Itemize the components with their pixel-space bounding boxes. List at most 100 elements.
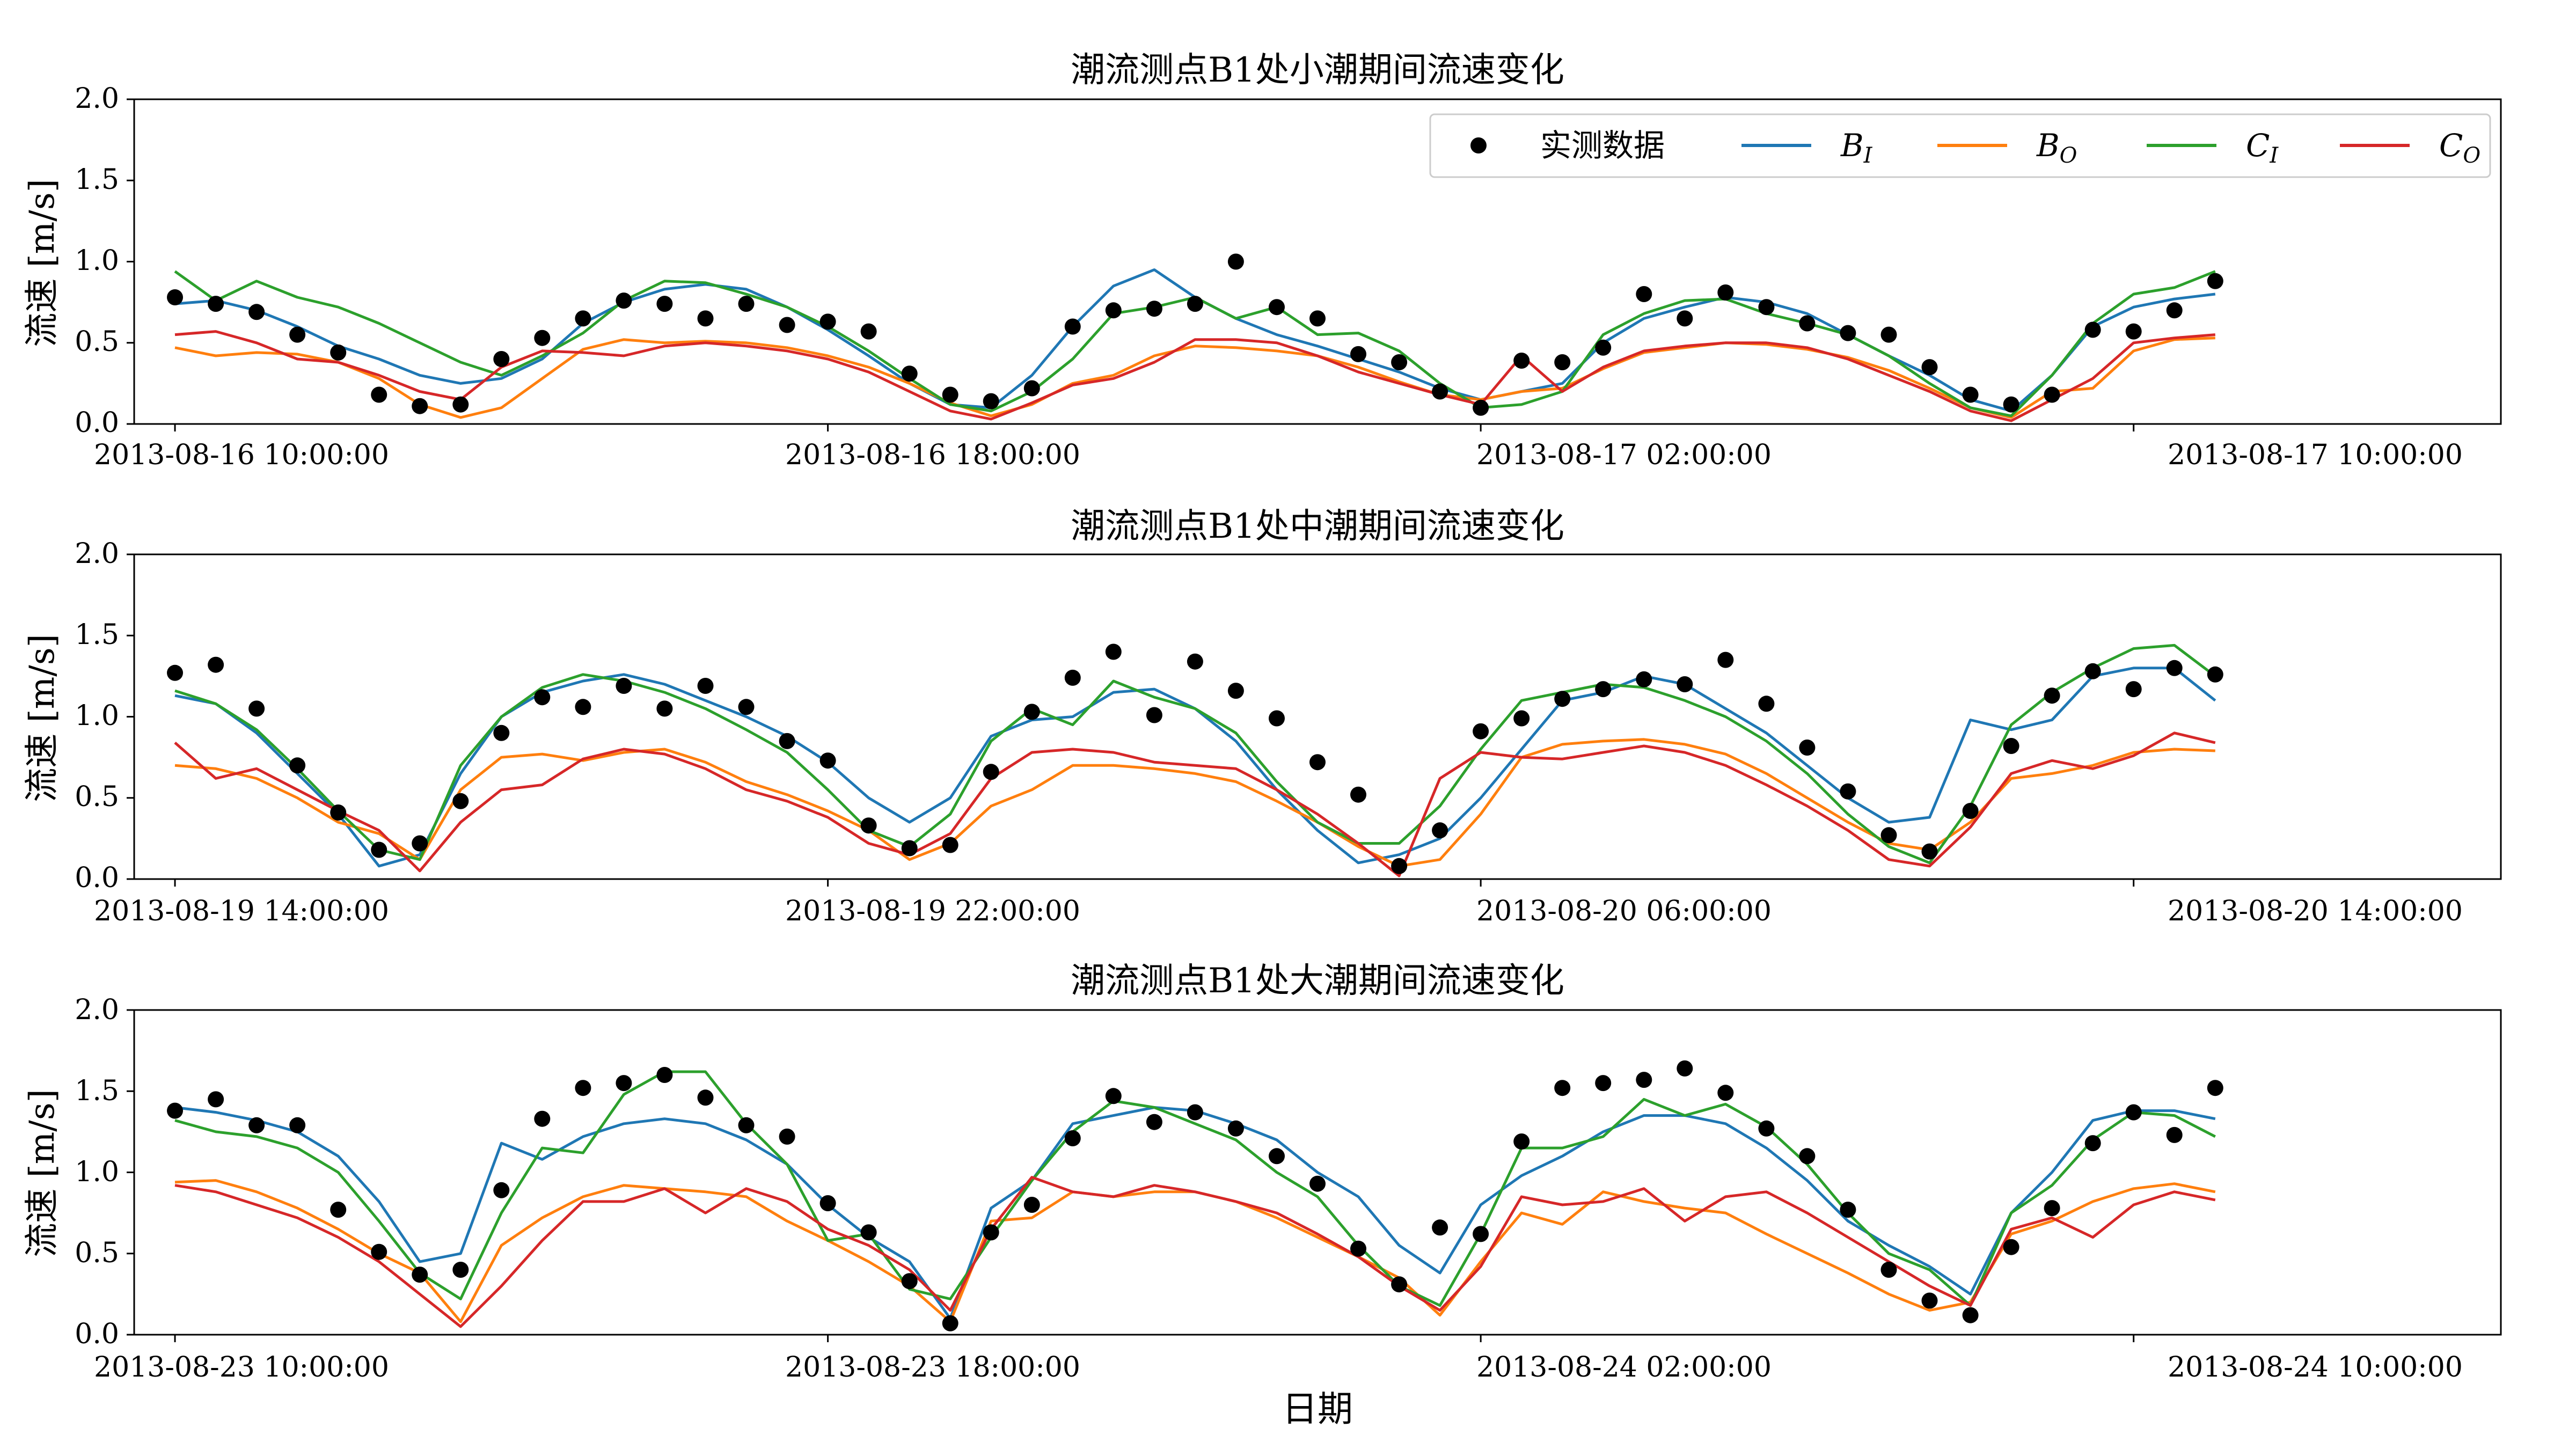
measured-point	[1064, 669, 1081, 686]
legend-measured-label: 实测数据	[1540, 127, 1665, 164]
panel-title: 潮流测点B1处中潮期间流速变化	[1071, 507, 1564, 546]
legend-co-label: CO	[2439, 127, 2480, 168]
measured-point	[1758, 1120, 1775, 1137]
series-line-ci	[174, 1070, 2216, 1307]
panel-title: 潮流测点B1处大潮期间流速变化	[1071, 961, 1564, 1001]
axes-frame	[133, 1009, 2502, 1336]
series-line-co	[174, 1176, 2216, 1328]
y-ticks: 0.0 0.5 1.0 1.5 2.0	[75, 83, 119, 439]
measured-point	[1350, 786, 1366, 803]
measured-point	[1717, 652, 1734, 668]
measured-point	[2125, 323, 2142, 340]
measured-point	[1677, 676, 1693, 692]
y-tick-label: 0.5	[75, 781, 119, 813]
measured-point	[1595, 339, 1612, 356]
measured-point	[1187, 653, 1203, 670]
legend-measured-marker	[1470, 137, 1487, 153]
y-ticks: 0.0 0.5 1.0 1.5 2.0	[75, 994, 119, 1350]
x-tick-label: 2013-08-24 10:00:00	[2168, 1351, 2463, 1384]
measured-point	[289, 326, 306, 343]
measured-point	[534, 330, 551, 346]
measured-point	[738, 699, 755, 715]
measured-point	[1677, 1060, 1693, 1077]
y-tick-label: 1.5	[75, 1075, 119, 1107]
tick-marks	[127, 98, 2135, 431]
plot-area	[127, 1009, 2223, 1342]
measured-point	[1350, 346, 1366, 362]
measured-point	[2044, 386, 2060, 403]
measured-point	[1921, 843, 1938, 860]
measured-point	[738, 296, 755, 312]
x-tick-label: 2013-08-17 02:00:00	[1476, 439, 1772, 471]
measured-point	[1146, 301, 1162, 317]
measured-point	[1554, 354, 1571, 370]
x-tick-label: 2013-08-23 18:00:00	[785, 1351, 1080, 1384]
measured-point	[2166, 660, 2183, 676]
measured-point	[1146, 707, 1162, 723]
y-axis-label: 流速 [m/s]	[23, 634, 62, 802]
measured-point	[779, 733, 795, 749]
x-ticks: 2013-08-16 10:00:00 2013-08-16 18:00:00 …	[94, 439, 2463, 471]
measured-point	[1921, 359, 1938, 376]
x-tick-label: 2013-08-16 18:00:00	[785, 439, 1080, 471]
measured-point	[942, 386, 958, 403]
measured-point	[1840, 325, 1856, 341]
measured-point	[901, 365, 918, 382]
measured-point	[2084, 663, 2101, 679]
measured-point	[1840, 783, 1856, 800]
measured-point	[1677, 310, 1693, 327]
y-ticks: 0.0 0.5 1.0 1.5 2.0	[75, 538, 119, 894]
axes-frame	[133, 98, 2502, 425]
y-tick-label: 1.5	[75, 164, 119, 196]
measured-point	[2044, 687, 2060, 704]
measured-point	[1309, 754, 1326, 771]
panel-title: 潮流测点B1处小潮期间流速变化	[1071, 50, 1564, 90]
y-tick-label: 1.0	[75, 700, 119, 732]
measured-point	[1187, 296, 1203, 312]
x-tick-label: 2013-08-20 14:00:00	[2168, 895, 2463, 927]
measured-point	[1473, 399, 1489, 416]
measured-point	[1146, 1114, 1162, 1130]
measured-point	[942, 837, 958, 853]
measured-point	[2003, 396, 2019, 413]
x-tick-label: 2013-08-19 22:00:00	[785, 895, 1080, 927]
measured-point	[819, 313, 836, 330]
measured-point	[1269, 710, 1285, 727]
x-tick-label: 2013-08-16 10:00:00	[94, 439, 389, 471]
measured-point	[1636, 286, 1652, 302]
legend-bi-label: BI	[1840, 127, 1873, 168]
y-tick-label: 2.0	[75, 538, 119, 570]
measured-point	[167, 289, 183, 305]
measured-point	[2003, 738, 2019, 754]
measured-point	[2166, 302, 2183, 319]
series-line-ci	[174, 270, 2216, 418]
measured-point	[289, 1117, 306, 1133]
measured-point	[1350, 1240, 1366, 1257]
tick-marks	[127, 1009, 2135, 1342]
measured-point	[371, 386, 387, 403]
measured-point	[697, 678, 714, 694]
measured-point	[1391, 858, 1408, 874]
measured-point	[371, 841, 387, 858]
measured-point	[452, 793, 469, 809]
y-tick-label: 2.0	[75, 83, 119, 115]
measured-point	[656, 1067, 673, 1083]
panel-spring-tide: 潮流测点B1处大潮期间流速变化 流速 [m/s] 0.0 0.5 1.0 1.5…	[23, 961, 2502, 1384]
measured-point	[371, 1243, 387, 1260]
measured-point	[860, 1224, 877, 1241]
measured-point	[1473, 723, 1489, 740]
measured-point	[1962, 803, 1979, 819]
measured-point	[616, 292, 632, 309]
plot-area	[127, 98, 2223, 431]
measured-point	[1595, 1075, 1612, 1092]
measured-point	[575, 1080, 591, 1096]
measured-point	[819, 752, 836, 769]
measured-point	[616, 1075, 632, 1092]
series-line-bo	[174, 336, 2215, 419]
measured-point	[1227, 253, 1244, 270]
y-tick-label: 0.0	[75, 407, 119, 439]
measured-point	[983, 1224, 999, 1241]
x-tick-label: 2013-08-24 02:00:00	[1476, 1351, 1772, 1384]
series-line-bo	[174, 738, 2215, 868]
